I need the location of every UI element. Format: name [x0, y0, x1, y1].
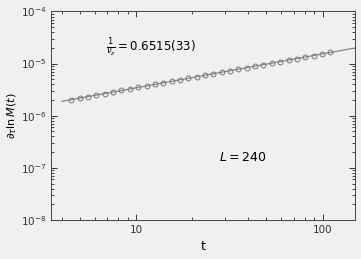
- Text: $\frac{1}{\nu_z} = 0.6515(33)$: $\frac{1}{\nu_z} = 0.6515(33)$: [106, 36, 196, 58]
- X-axis label: t: t: [201, 240, 206, 254]
- Y-axis label: $\partial_\tau \ln M(t)$: $\partial_\tau \ln M(t)$: [5, 92, 19, 139]
- Text: $L = 240$: $L = 240$: [219, 151, 266, 164]
